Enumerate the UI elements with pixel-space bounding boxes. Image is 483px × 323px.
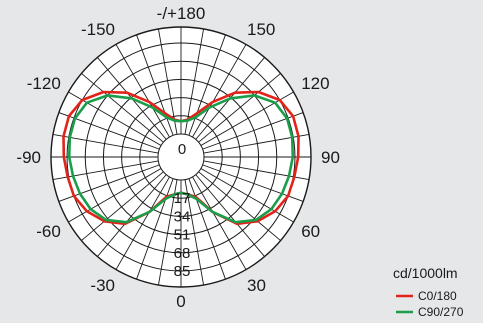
- polar-ring: [102, 78, 260, 236]
- angle-label: 90: [321, 148, 340, 167]
- label-layer: -/+180 150 120 90 60 30 0 -30 -60 -90 -120 -150 0 173…: [16, 4, 340, 311]
- radial-tick-label: 68: [174, 245, 191, 262]
- angle-label: 0: [176, 292, 185, 311]
- angle-label: -90: [16, 148, 41, 167]
- angle-label: -60: [36, 222, 61, 241]
- polar-ring: [121, 97, 241, 217]
- legend-label-c0-180: C0/180: [418, 289, 457, 303]
- series-line-1: [67, 94, 295, 224]
- radial-tick-label: 85: [174, 263, 191, 280]
- polar-ring: [66, 42, 296, 272]
- series-layer: [62, 90, 300, 226]
- polar-ring: [84, 60, 278, 254]
- legend-label-c90-270: C90/270: [418, 305, 464, 319]
- angle-label: -150: [81, 20, 115, 39]
- legend: C0/180 C90/270: [396, 289, 464, 319]
- radial-tick-label: 34: [174, 208, 191, 225]
- polar-ring: [139, 115, 223, 199]
- angle-label: -30: [90, 276, 115, 295]
- angle-label: 30: [247, 276, 266, 295]
- angle-label: -/+180: [157, 4, 206, 23]
- radial-tick-label: 17: [174, 190, 191, 207]
- radial-tick-label: 51: [174, 227, 191, 244]
- radial-tick-label: 0: [178, 141, 186, 158]
- angle-label: 120: [301, 74, 329, 93]
- angle-label: 60: [301, 222, 320, 241]
- angle-label: -120: [27, 74, 61, 93]
- unit-label: cd/1000lm: [393, 265, 458, 281]
- angle-label: 150: [247, 20, 275, 39]
- polar-ring: [157, 133, 205, 181]
